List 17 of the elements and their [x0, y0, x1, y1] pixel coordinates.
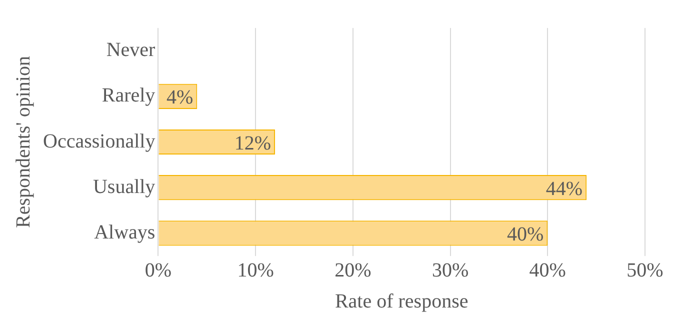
x-axis-title: Rate of response [334, 290, 468, 312]
data-label: 12% [234, 132, 272, 154]
x-tick-label: 20% [334, 259, 372, 282]
y-tick-label: Occassionally [43, 130, 156, 152]
x-tick-label: 0% [144, 259, 172, 282]
data-label: 40% [506, 223, 544, 246]
data-label: 4% [166, 86, 194, 109]
x-tick-label: 40% [529, 259, 566, 282]
y-axis-title: Respondents' opinion [12, 56, 34, 228]
data-label: 44% [546, 178, 583, 200]
y-tick-label: Always [94, 221, 156, 244]
y-tick-label: Usually [92, 176, 156, 198]
y-tick-label: Never [106, 39, 156, 62]
x-tick-label: 10% [237, 259, 274, 282]
x-tick-label: 30% [432, 259, 469, 282]
y-tick-label: Rarely [102, 84, 156, 107]
x-tick-label: 50% [626, 259, 664, 282]
